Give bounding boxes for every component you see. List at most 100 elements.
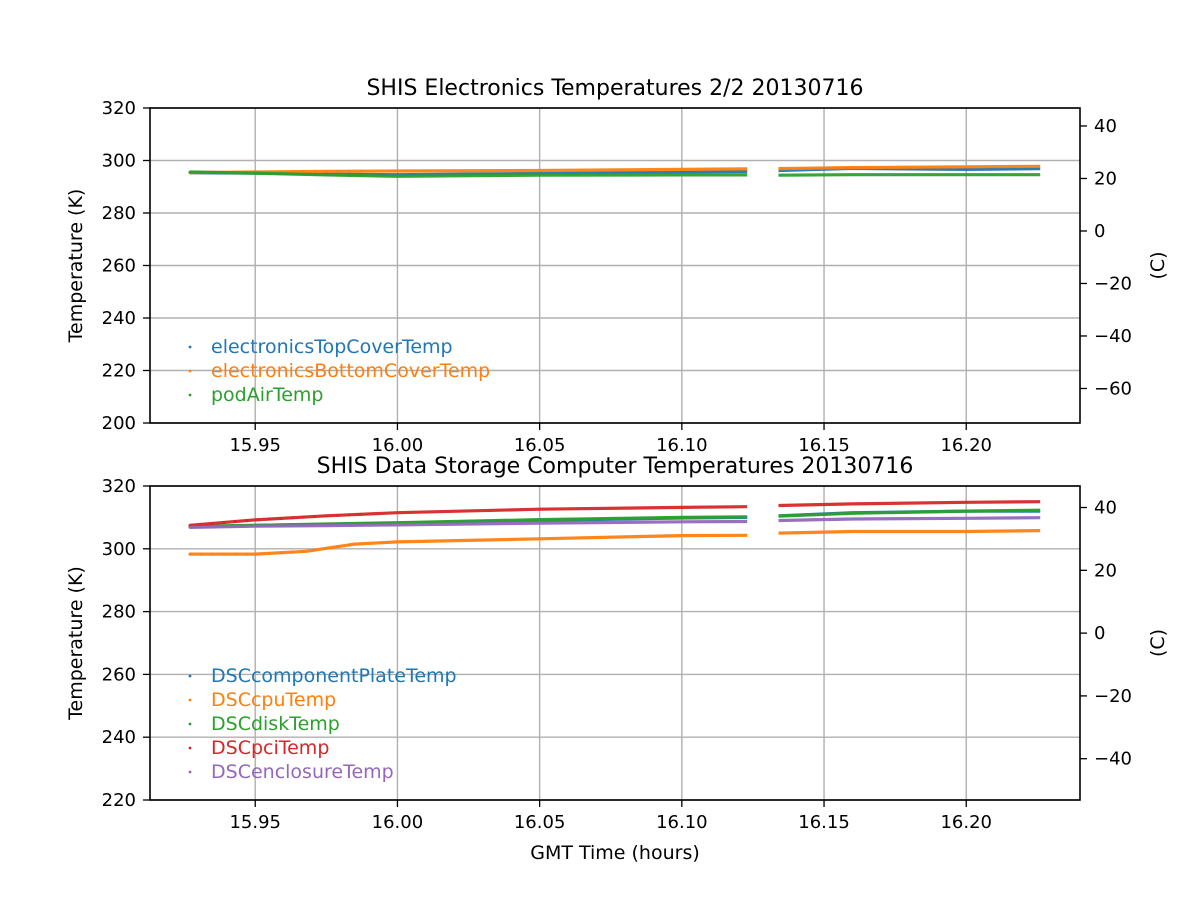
data-point	[279, 172, 283, 176]
series-line-electronicsBottomCoverTemp	[778, 164, 1041, 171]
x-tick-label: 16.10	[656, 812, 708, 833]
x-tick-label: 16.15	[798, 435, 850, 456]
data-point	[245, 525, 248, 528]
legend-label: electronicsTopCoverTemp	[211, 336, 453, 358]
y2-tick-label: 20	[1094, 168, 1117, 189]
data-point	[290, 516, 294, 520]
data-point	[256, 552, 260, 556]
series-line-DSCcpuTemp	[778, 529, 1041, 535]
data-point	[290, 170, 294, 173]
series-line-DSCcpuTemp	[189, 533, 748, 556]
x-tick-label: 16.05	[514, 435, 566, 456]
y-tick-label: 280	[102, 203, 136, 224]
data-point	[279, 524, 283, 528]
y-tick-label: 300	[102, 539, 136, 560]
data-point	[347, 174, 351, 177]
figure-x-axis-label: GMT Time (hours)	[530, 842, 700, 864]
data-point	[336, 173, 340, 177]
series-group	[188, 164, 1041, 178]
data-point	[211, 552, 214, 556]
y-tick-label: 260	[102, 256, 136, 277]
data-point	[302, 550, 305, 553]
y-axis-label: Temperature (K)	[65, 189, 87, 344]
data-point	[302, 515, 305, 519]
data-point	[313, 170, 317, 173]
data-point	[234, 552, 237, 556]
data-point	[325, 170, 328, 173]
data-point	[302, 173, 305, 176]
data-point	[359, 513, 362, 516]
data-point	[336, 169, 340, 173]
data-point	[359, 174, 362, 177]
data-point	[313, 173, 317, 176]
data-point	[359, 542, 362, 546]
x-tick-label: 16.20	[940, 435, 992, 456]
data-point	[268, 524, 271, 528]
chart-panel-2: 15.95 16.00 16.05 16.10 16.15 16.20 220 240 260 2…	[65, 454, 1169, 833]
series-points-podAirTemp	[188, 170, 362, 177]
data-point	[222, 525, 226, 529]
data-point	[188, 170, 192, 174]
series-line-DSCpciTemp	[778, 500, 1041, 508]
y-tick-label: 240	[102, 308, 136, 329]
y2-tick-label: −60	[1094, 378, 1132, 399]
y2-axis-label: (C)	[1147, 251, 1169, 279]
data-point	[199, 170, 203, 174]
x-tick-label: 16.00	[372, 812, 424, 833]
y-tick-label: 200	[102, 413, 136, 434]
data-point	[325, 547, 328, 550]
data-point	[188, 526, 192, 529]
data-point	[290, 172, 294, 176]
data-point	[188, 552, 192, 556]
y-tick-label: 220	[102, 790, 136, 811]
legend-marker	[188, 393, 192, 397]
data-point	[268, 552, 271, 555]
y2-tick-label: −40	[1094, 326, 1132, 347]
data-point	[245, 519, 248, 522]
data-point	[279, 517, 283, 520]
data-point	[336, 524, 340, 527]
plot-area-frame	[149, 485, 1081, 801]
x-tick-label: 16.05	[514, 812, 566, 833]
x-tick-label: 16.20	[940, 812, 992, 833]
legend: DSCcomponentPlateTempDSCcpuTempDSCdiskTe…	[188, 665, 457, 783]
series-line-DSCenclosureTemp	[189, 519, 748, 529]
data-point	[199, 552, 203, 556]
data-point	[302, 170, 305, 173]
legend-marker	[188, 722, 192, 726]
data-point	[256, 518, 260, 521]
y-tick-label: 300	[102, 151, 136, 172]
data-point	[245, 171, 248, 175]
data-point	[199, 525, 203, 529]
y-tick-label: 260	[102, 664, 136, 685]
y-tick-label: 240	[102, 727, 136, 748]
y-tick-label: 320	[102, 476, 136, 497]
y-tick-label: 280	[102, 602, 136, 623]
data-point	[268, 517, 271, 521]
y2-tick-label: 20	[1094, 560, 1117, 581]
x-tick-label: 15.95	[229, 812, 281, 833]
data-point	[336, 514, 340, 517]
data-point	[347, 543, 351, 547]
data-point	[268, 172, 271, 175]
series-line-podAirTemp	[778, 173, 1041, 177]
y2-tick-label: 40	[1094, 498, 1117, 519]
data-point	[347, 524, 351, 527]
legend-label: DSCdiskTemp	[211, 713, 340, 735]
series-line-DSCpciTemp	[189, 505, 748, 527]
legend-marker	[188, 674, 192, 678]
y-axis-label: Temperature (K)	[65, 566, 87, 721]
data-point	[336, 545, 340, 548]
data-point	[313, 515, 317, 518]
data-point	[279, 551, 283, 554]
data-point	[325, 514, 328, 518]
data-point	[290, 550, 294, 554]
data-point	[256, 524, 260, 528]
data-point	[211, 171, 214, 174]
legend-marker	[188, 746, 192, 750]
x-tick-label: 15.95	[229, 435, 281, 456]
legend-marker	[188, 770, 192, 774]
y2-tick-label: 0	[1094, 623, 1105, 644]
series-points-DSCpciTemp	[188, 513, 362, 527]
